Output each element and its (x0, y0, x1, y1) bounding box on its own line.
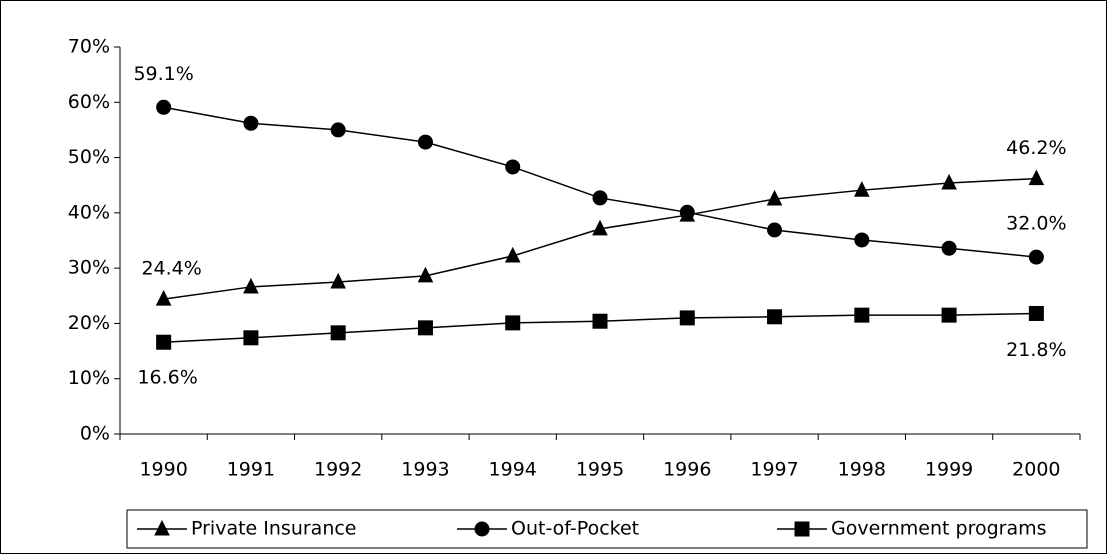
data-point (854, 232, 870, 248)
x-tick-label: 1990 (139, 459, 187, 481)
data-point (330, 325, 346, 341)
data-label: 46.2% (1006, 137, 1066, 159)
x-tick-label: 2000 (1012, 459, 1060, 481)
y-tick-label: 70% (68, 36, 110, 58)
y-tick-label: 0% (80, 423, 110, 445)
data-point (1028, 305, 1044, 321)
data-point (941, 307, 957, 323)
x-tick-label: 1993 (401, 459, 449, 481)
data-label: 21.8% (1006, 339, 1066, 361)
data-point (243, 115, 259, 131)
data-point (767, 222, 783, 238)
data-point (766, 189, 783, 206)
y-tick-label: 50% (68, 146, 110, 168)
data-label: 16.6% (137, 367, 197, 389)
data-label: 59.1% (133, 63, 193, 85)
data-point (679, 204, 695, 220)
x-tick-label: 1995 (576, 459, 624, 481)
y-tick-label: 60% (68, 91, 110, 113)
x-tick-label: 1996 (663, 459, 711, 481)
data-point (941, 240, 957, 256)
y-tick-label: 20% (68, 312, 110, 334)
data-point (592, 313, 608, 329)
data-label: 32.0% (1006, 213, 1066, 235)
data-point (156, 99, 172, 115)
legend-marker (474, 521, 490, 537)
data-label: 24.4% (141, 258, 201, 280)
x-tick-label: 1992 (314, 459, 362, 481)
legend-marker (154, 519, 170, 536)
data-point (767, 309, 783, 325)
data-point (330, 272, 346, 289)
data-point (417, 320, 433, 336)
data-point (243, 330, 259, 346)
data-point (854, 181, 870, 197)
legend-label: Private Insurance (191, 518, 357, 540)
legend-marker (794, 521, 810, 537)
data-point (417, 266, 434, 283)
data-point (243, 277, 259, 294)
data-point (854, 307, 870, 323)
x-tick-label: 1997 (750, 459, 798, 481)
data-point (592, 219, 608, 236)
data-point (417, 134, 433, 150)
data-point (330, 122, 346, 138)
x-tick-label: 1998 (838, 459, 886, 481)
data-point (155, 289, 172, 306)
data-point (504, 246, 521, 263)
data-point (679, 310, 695, 326)
y-tick-label: 10% (68, 367, 110, 389)
legend-label: Out-of-Pocket (511, 518, 639, 540)
y-tick-label: 30% (68, 257, 110, 279)
x-tick-label: 1991 (227, 459, 275, 481)
y-tick-label: 40% (68, 201, 110, 223)
legend-box (126, 509, 1088, 549)
legend-label: Government programs (831, 518, 1047, 540)
data-point (941, 173, 957, 190)
data-point (156, 334, 172, 350)
data-point (592, 190, 608, 206)
x-tick-label: 1994 (489, 459, 537, 481)
data-point (1028, 249, 1044, 265)
x-tick-label: 1999 (925, 459, 973, 481)
data-point (505, 159, 521, 175)
data-point (505, 315, 521, 331)
data-point (1028, 169, 1045, 186)
